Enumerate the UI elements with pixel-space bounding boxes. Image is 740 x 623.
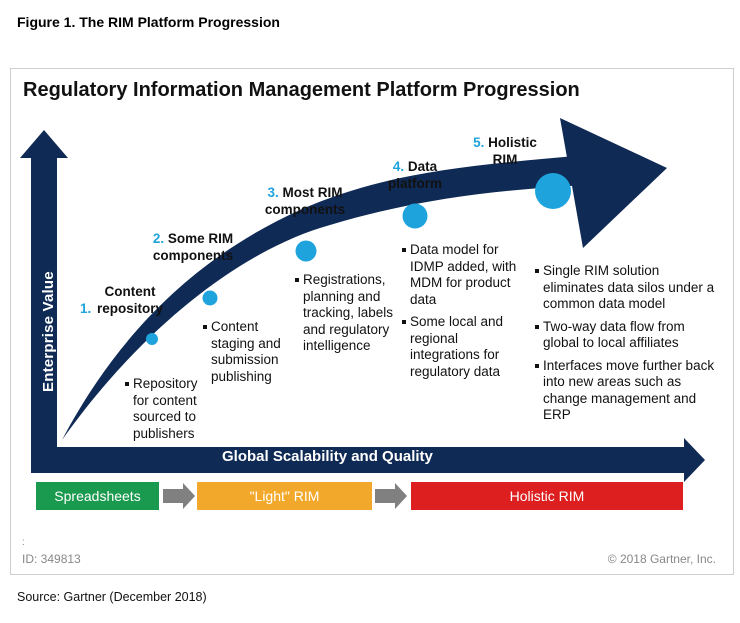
stage-4-number: 4. [392,159,405,174]
phase-arrow-1 [163,483,195,509]
stage-1-number: 1. [80,301,92,316]
x-axis-label: Global Scalability and Quality [222,448,433,465]
stage-4-bullet-1: Data model for IDMP added, with MDM for … [402,242,522,308]
stage-5-marker [535,173,571,209]
stage-1-title: Content repository [97,284,164,316]
stage-5-label: 5. Holistic RIM [465,134,545,168]
stage-4-label: 4. Data platform [375,158,455,192]
stage-5-bullet-3: Interfaces move further back into new ar… [535,358,720,424]
stage-5-bullet-1: Single RIM solution eliminates data silo… [535,263,720,313]
stage-3-bullet-1: Registrations, planning and tracking, la… [295,272,395,355]
phase-box-spreadsheets: Spreadsheets [36,482,159,510]
x-axis-arrowhead [684,438,705,482]
stage-4-marker [402,203,428,229]
stage-2-number: 2. [152,231,165,246]
stage-2-bullet-1: Content staging and submission publishin… [203,319,295,385]
stage-3-marker [295,240,317,262]
progression-arrowhead [560,118,667,248]
source-note: Source: Gartner (December 2018) [17,590,207,604]
stage-2-label: 2. Some RIM components [143,230,243,264]
stage-1-bullet-1: Repository for content sourced to publis… [125,376,210,442]
copyright: © 2018 Gartner, Inc. [607,552,716,566]
stage-3-label: 3. Most RIM components [255,184,355,218]
stage-5-title: Holistic RIM [488,135,537,167]
stage-4-bullet-2: Some local and regional integrations for… [402,314,522,380]
phase-box-light-rim: "Light" RIM [197,482,372,510]
stage-5-bullet-2: Two-way data flow from global to local a… [535,319,720,352]
stage-2-bullets: Content staging and submission publishin… [203,319,295,391]
main-title: Regulatory Information Management Platfo… [23,79,580,101]
stage-4-bullets: Data model for IDMP added, with MDM for … [402,242,522,386]
stage-4-title: Data platform [388,159,442,191]
stage-5-number: 5. [473,135,485,150]
id-colon: : [22,537,25,548]
stage-2-title: Some RIM components [152,231,234,263]
stage-5-bullets: Single RIM solution eliminates data silo… [535,263,720,430]
figure-title: Figure 1. The RIM Platform Progression [17,14,280,30]
stage-3-number: 3. [267,185,279,200]
progression-curve [62,155,585,440]
stage-2-marker [202,290,218,306]
y-axis-shaft [31,155,57,473]
stage-3-bullets: Registrations, planning and tracking, la… [295,272,395,361]
figure-id: ID: 349813 [22,552,81,566]
x-axis-shaft [31,447,686,473]
stage-1-label: 1. Content repository [80,283,165,317]
stage-1-bullets: Repository for content sourced to publis… [125,376,210,448]
y-axis-label: Enterprise Value [40,271,57,392]
stage-3-title: Most RIM components [264,185,346,217]
phase-box-holistic-rim: Holistic RIM [411,482,683,510]
stage-1-marker [146,333,158,345]
phase-arrow-2 [375,483,407,509]
y-axis-arrowhead [20,130,68,158]
